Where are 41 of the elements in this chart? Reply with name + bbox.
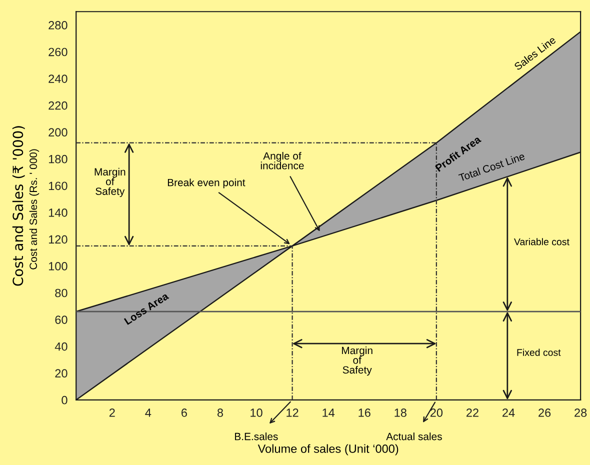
annotation: Break even point <box>168 178 246 188</box>
annotation: Actual sales <box>386 432 442 440</box>
x-tick-label: 12 <box>286 408 298 417</box>
y-tick-label: 40 <box>54 342 68 351</box>
x-tick-label: 20 <box>430 408 443 417</box>
x-tick-label: 6 <box>182 408 187 417</box>
annotation: Angle of incidence <box>260 152 304 170</box>
y-tick-label: 0 <box>62 396 68 404</box>
y-tick-label: 260 <box>48 48 68 56</box>
y-tick-label: 120 <box>48 235 68 244</box>
text: Cost and Sales (Rs. ' 000) <box>29 149 40 270</box>
y-tick-label: 20 <box>55 369 68 378</box>
y-tick-label: 160 <box>48 182 68 190</box>
x-tick-label: 2 <box>109 408 115 417</box>
annotation: Variable cost <box>514 238 570 246</box>
x-tick-label: 18 <box>394 408 406 417</box>
x-tick-label: 4 <box>145 408 152 417</box>
x-tick-label: 22 <box>466 408 478 417</box>
y-tick-label: 220 <box>48 101 68 110</box>
annotation: Fixed cost <box>517 348 561 356</box>
y-tick-label: 100 <box>48 262 68 270</box>
y-tick-label: 200 <box>48 128 68 137</box>
annotation: B.E.sales <box>235 432 278 440</box>
annotation: Margin of Safety <box>342 346 372 376</box>
y-tick-label: 80 <box>55 288 68 298</box>
x-tick-label: 16 <box>358 408 370 417</box>
x-tick-label: 10 <box>250 408 262 417</box>
annotation: Loss Area <box>124 292 170 326</box>
x-tick-label: 26 <box>538 408 551 417</box>
x-tick-label: 14 <box>322 408 335 417</box>
x-tick-label: 28 <box>574 408 587 417</box>
y-tick-label: 140 <box>48 208 68 217</box>
y-axis-title: Cost and Sales (₹ '000) <box>12 126 25 286</box>
x-tick-label: 8 <box>217 408 224 417</box>
y-tick-label: 240 <box>48 74 68 83</box>
y-tick-label: 280 <box>48 21 68 30</box>
x-tick-label: 24 <box>502 408 515 417</box>
annotation: Margin of Safety <box>94 168 126 198</box>
y-tick-label: 180 <box>48 154 68 164</box>
y-tick-label: 60 <box>55 316 68 324</box>
x-axis-title: Volume of sales (Unit ‘000) <box>258 444 398 456</box>
